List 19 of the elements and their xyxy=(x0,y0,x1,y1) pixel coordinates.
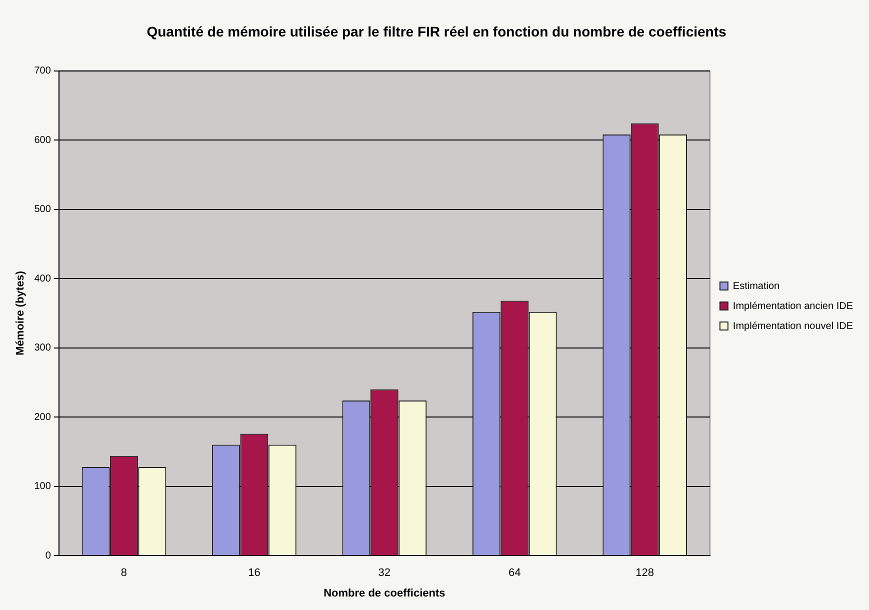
x-axis-title: Nombre de coefficients xyxy=(324,587,446,600)
y-tick-label: 400 xyxy=(34,273,52,284)
x-tick-label: 32 xyxy=(378,567,391,580)
y-tick-label: 600 xyxy=(34,134,52,146)
x-tick-label: 64 xyxy=(508,567,521,580)
y-tick-label: 300 xyxy=(34,342,52,354)
x-tick-label: 128 xyxy=(636,567,654,580)
y-axis-title: Mémoire (bytes) xyxy=(14,270,27,356)
legend-label: Implémentation ancien IDE xyxy=(732,300,854,312)
chart-title: Quantité de mémoire utilisée par le filtre FIR réel en fonction du nombre de coefficients xyxy=(146,23,726,40)
y-tick-label: 200 xyxy=(34,412,52,423)
x-tick-label: 8 xyxy=(120,567,128,580)
y-tick-label: 100 xyxy=(34,481,52,492)
x-tick-label: 16 xyxy=(248,567,260,580)
y-tick-label: 500 xyxy=(34,204,52,216)
y-tick-label: 0 xyxy=(45,550,52,562)
legend-label: Estimation xyxy=(732,280,780,292)
y-tick-label: 700 xyxy=(34,66,52,77)
legend-label: Implémentation nouvel IDE xyxy=(732,320,854,332)
